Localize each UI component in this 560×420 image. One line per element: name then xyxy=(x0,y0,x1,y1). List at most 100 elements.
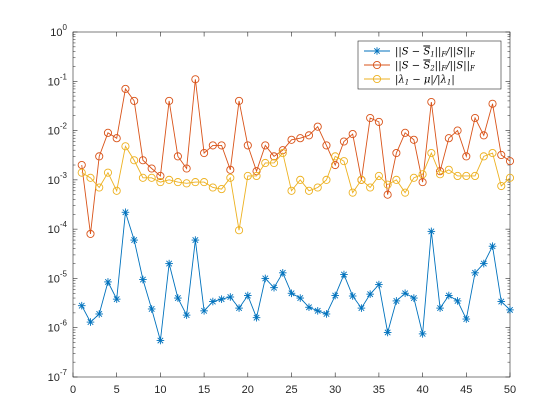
series-point xyxy=(217,295,226,303)
series-point xyxy=(173,178,182,187)
series-point xyxy=(191,178,200,187)
y-tick-label: 10-6 xyxy=(48,319,68,335)
series-point xyxy=(444,165,453,174)
series-point xyxy=(453,126,462,135)
series-point xyxy=(322,175,331,184)
series-point xyxy=(77,301,86,310)
series-point xyxy=(479,259,488,268)
series-point xyxy=(86,173,95,182)
series-point xyxy=(182,179,191,188)
x-tick-label: 10 xyxy=(154,384,166,396)
series-point xyxy=(296,175,305,184)
series-point xyxy=(410,294,418,302)
series-point xyxy=(506,306,514,314)
x-tick-label: 25 xyxy=(285,384,297,396)
series-1 xyxy=(77,208,514,345)
x-tick-label: 15 xyxy=(198,384,210,396)
series-point xyxy=(392,175,401,184)
series-point xyxy=(436,170,445,179)
series-point xyxy=(261,274,270,283)
series-point xyxy=(139,275,147,284)
series-point xyxy=(348,188,357,197)
series-point xyxy=(418,178,427,187)
series-point xyxy=(322,310,331,318)
series-point xyxy=(252,313,261,322)
legend-label: |λ1 − μ|/|λ1| xyxy=(395,75,455,87)
series-point xyxy=(436,167,445,176)
y-axis: 10-7 10-6 10-5 10-4 10-3 10-2 10-1 100 xyxy=(48,23,510,384)
y-tick-label: 10-1 xyxy=(48,72,68,88)
series-point xyxy=(445,291,453,300)
series-point xyxy=(130,236,138,244)
series-point xyxy=(462,152,471,161)
series-point xyxy=(497,150,506,160)
series-point xyxy=(182,164,191,173)
x-tick-label: 50 xyxy=(504,384,516,396)
series-point xyxy=(444,134,453,143)
series-point xyxy=(470,171,480,181)
series-point xyxy=(453,297,462,305)
series-point xyxy=(287,186,296,195)
series-point xyxy=(401,128,410,137)
series-point xyxy=(401,188,410,197)
series-point xyxy=(235,304,243,312)
series-point xyxy=(77,168,86,177)
series-point xyxy=(462,315,471,323)
series-line xyxy=(81,212,511,341)
series-point xyxy=(488,242,497,251)
series-point xyxy=(313,183,322,192)
series-point xyxy=(322,141,331,150)
series-point xyxy=(488,148,497,158)
series-point xyxy=(235,226,244,235)
series-point xyxy=(340,270,348,279)
x-tick-label: 35 xyxy=(373,384,385,396)
series-point xyxy=(261,158,270,168)
series-point xyxy=(427,227,436,236)
series-point xyxy=(409,135,418,144)
series-point xyxy=(418,330,427,338)
series-point xyxy=(313,307,322,315)
series-point xyxy=(374,117,383,126)
series-point xyxy=(244,291,252,300)
series-point xyxy=(112,134,121,143)
series-point xyxy=(374,171,383,181)
series-point xyxy=(138,173,147,182)
series-point xyxy=(130,96,139,105)
series-point xyxy=(226,165,235,174)
legend-item: ||S − S2||F/||S||F xyxy=(364,61,476,73)
legend-label: ||S − S1||F/||S||F xyxy=(395,47,476,59)
series-point xyxy=(226,173,235,182)
series-point xyxy=(372,60,382,70)
series-point xyxy=(200,178,209,187)
series-point xyxy=(304,131,314,140)
series-point xyxy=(305,303,313,312)
x-tick-label: 5 xyxy=(114,384,120,396)
series-2 xyxy=(77,75,515,238)
series-point xyxy=(339,157,348,166)
series-point xyxy=(200,307,208,315)
series-point xyxy=(235,96,244,105)
series-point xyxy=(86,318,95,326)
series-point xyxy=(497,181,506,191)
series-point xyxy=(191,236,200,244)
series-point xyxy=(287,289,296,298)
series-point xyxy=(147,305,156,313)
series-point xyxy=(156,178,165,187)
series-point xyxy=(103,128,113,137)
series-point xyxy=(427,148,436,158)
series-point xyxy=(165,96,174,105)
series-point xyxy=(453,171,462,181)
series-point xyxy=(130,156,139,165)
series-point xyxy=(287,135,296,144)
series-point xyxy=(470,113,480,123)
x-tick-label: 40 xyxy=(416,384,428,396)
series-point xyxy=(269,158,279,168)
y-tick-label: 10-2 xyxy=(48,122,68,138)
series-point xyxy=(217,185,226,194)
series-point xyxy=(383,180,392,189)
x-tick-label: 0 xyxy=(70,384,76,396)
series-point xyxy=(348,130,357,139)
plot-area xyxy=(72,31,511,378)
series-point xyxy=(357,304,366,312)
